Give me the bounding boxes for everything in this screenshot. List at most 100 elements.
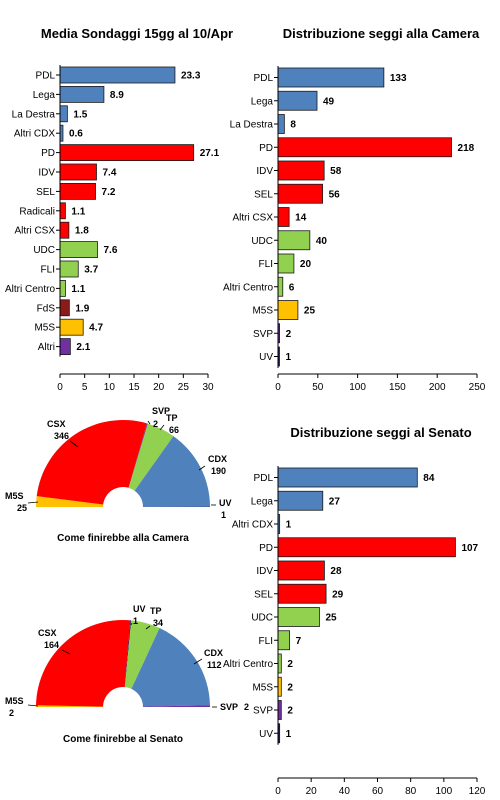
chart-seggi-camera: Distribuzione seggi alla Camera PDL 133 Leg…: [223, 26, 486, 393]
slice-value-cdx: 112: [207, 660, 222, 670]
value-label-fli: 7: [296, 636, 302, 647]
bar-fli: [277, 253, 295, 274]
value-label-altri-centro: 2: [287, 659, 293, 670]
bar-m5s: [277, 300, 299, 320]
leader-line-cdx: [193, 658, 203, 665]
category-label-pdl: PDL: [254, 73, 274, 84]
slice-value-uv: 1: [221, 510, 226, 520]
value-label-m5s: 25: [304, 306, 316, 317]
bar-pdl: [277, 67, 385, 88]
x-tick-label: 5: [82, 382, 88, 393]
category-label-pdl: PDL: [254, 473, 274, 484]
leader-line-m5s: [27, 704, 39, 707]
bar-lega: [59, 86, 105, 103]
slice-name-csx: CSX: [47, 419, 66, 429]
bar-radicali: [59, 202, 66, 220]
bar-idv: [59, 163, 97, 181]
value-label-radicali: 1.1: [71, 206, 85, 217]
bar-sel: [59, 182, 96, 200]
category-label-altri-csx: Altri CSX: [14, 226, 55, 237]
category-label-sel: SEL: [254, 189, 273, 200]
value-label-pd: 218: [458, 143, 475, 154]
bar-la-destra: [59, 105, 68, 123]
value-label-svp: 2: [287, 706, 293, 717]
category-label-radicali: Radicali: [19, 206, 55, 217]
x-tick-label: 30: [202, 382, 214, 393]
slice-value-tp: 66: [169, 425, 179, 435]
bar-fds: [59, 299, 70, 317]
slice-value-csx: 164: [44, 640, 59, 650]
slice-svp: [142, 705, 210, 707]
value-label-lega: 49: [323, 96, 335, 107]
category-label-lega: Lega: [33, 90, 56, 101]
category-label-pd: PD: [259, 143, 273, 154]
slice-name-uv: UV: [133, 604, 146, 614]
bar-idv: [277, 560, 325, 581]
value-label-fli: 20: [300, 259, 312, 270]
chart-title: Distribuzione seggi alla Camera: [283, 26, 480, 41]
value-label-pd: 107: [461, 543, 478, 554]
category-label-pd: PD: [41, 148, 55, 159]
bar-altri-csx: [277, 207, 290, 227]
category-label-uv: UV: [259, 352, 273, 363]
slice-value-cdx: 190: [211, 466, 226, 476]
x-tick-label: 0: [57, 382, 63, 393]
slice-uv: [124, 620, 132, 688]
chart-caption: Come finirebbe al Senato: [63, 734, 183, 745]
value-label-altri-cdx: 1: [286, 520, 292, 531]
x-tick-label: 0: [275, 382, 281, 393]
value-label-altri-cdx: 0.6: [69, 129, 83, 140]
category-label-uv: UV: [259, 729, 273, 740]
category-label-fli: FLI: [259, 636, 273, 647]
slice-name-cdx: CDX: [204, 648, 223, 658]
bar-fli: [59, 260, 79, 278]
slice-name-cdx: CDX: [208, 454, 227, 464]
leader-line-cdx: [198, 465, 206, 471]
leader-line-m5s: [27, 501, 39, 504]
slice-value-svp: 2: [153, 419, 158, 429]
x-tick-label: 150: [389, 382, 406, 393]
x-tick-label: 40: [339, 786, 351, 797]
value-label-udc: 7.6: [103, 245, 117, 256]
slice-value-csx: 346: [54, 431, 69, 441]
value-label-idv: 28: [330, 566, 342, 577]
bar-pdl: [59, 66, 176, 84]
category-label-idv: IDV: [38, 168, 55, 179]
value-label-altri-centro: 6: [289, 282, 295, 293]
bar-pd: [59, 144, 195, 162]
slice-csx: [36, 420, 147, 505]
value-label-la-destra: 1.5: [73, 109, 87, 120]
value-label-idv: 7.4: [103, 168, 117, 179]
leader-line-csx: [69, 440, 79, 448]
leader-line-tp: [145, 625, 151, 630]
bar-udc: [277, 607, 320, 627]
value-label-pdl: 133: [390, 73, 407, 84]
x-tick-label: 250: [469, 382, 486, 393]
x-tick-label: 25: [178, 382, 190, 393]
value-label-udc: 40: [316, 236, 328, 247]
value-label-lega: 27: [329, 496, 341, 507]
slice-value-m5s: 2: [9, 708, 14, 718]
chart-title: Media Sondaggi 15gg al 10/Apr: [41, 26, 233, 41]
category-label-svp: SVP: [253, 706, 273, 717]
bar-altri-csx: [59, 221, 70, 239]
bar-udc: [59, 241, 98, 259]
value-label-pdl: 23.3: [181, 71, 201, 82]
x-tick-label: 120: [469, 786, 486, 797]
slice-tp: [124, 620, 160, 689]
chart-parlamento-senato: M5S 2 CSX 164 UV 1 TP 34 CDX 112 SVP 2 Come finirebb…: [5, 604, 249, 745]
category-label-altri-csx: Altri CSX: [232, 213, 273, 224]
bar-m5s: [59, 318, 84, 336]
category-label-udc: UDC: [251, 236, 273, 247]
value-label-idv: 58: [330, 166, 342, 177]
value-label-fds: 1.9: [75, 303, 89, 314]
bar-lega: [277, 90, 318, 111]
slice-name-csx: CSX: [38, 628, 57, 638]
value-label-altri-centro: 1.1: [71, 284, 85, 295]
x-tick-label: 100: [349, 382, 366, 393]
category-label-m5s: M5S: [252, 682, 273, 693]
chart-media-sondaggi: Media Sondaggi 15gg al 10/Apr PDL 23.3 Lega…: [5, 26, 233, 393]
value-label-uv: 1: [286, 729, 292, 740]
bar-pd: [277, 537, 456, 558]
